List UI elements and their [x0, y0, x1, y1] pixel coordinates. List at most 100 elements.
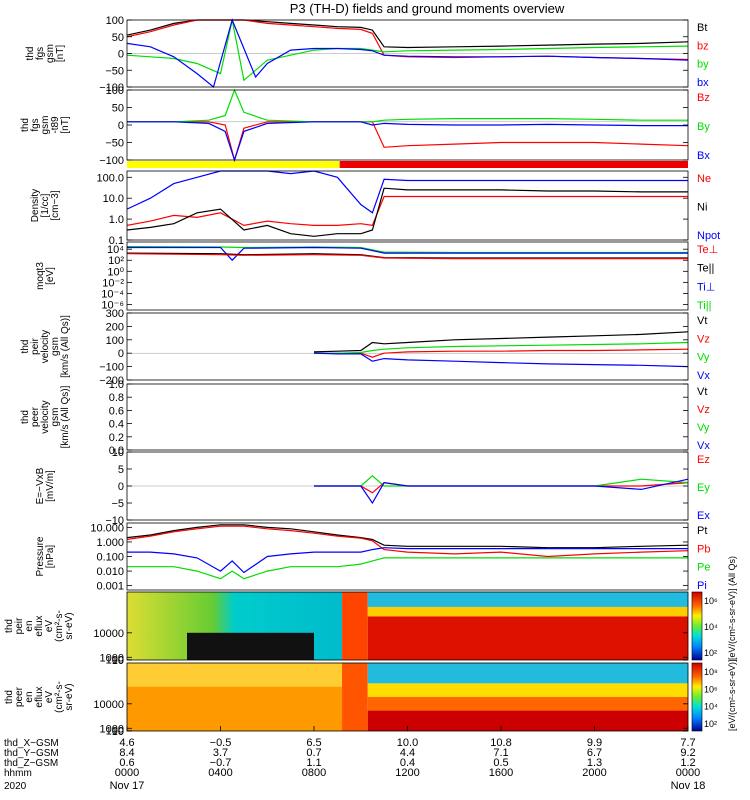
panel-density: 100.0 10.0 1.0 0.1 Density [1/cc] [cm−3] Ne Ni Np…: [30, 170, 720, 247]
y-axis-label: [mV/m]: [45, 470, 56, 502]
spectrogram-band-low: [367, 710, 688, 731]
y-tick-label: −100: [99, 362, 124, 374]
series-line-Pb: [126, 525, 689, 558]
y-tick-label: 10.0: [103, 193, 124, 205]
series-line-Pe: [127, 557, 688, 580]
x-row-label: hhmm: [4, 768, 32, 779]
panel-peer_velocity: 1.00.80.6 0.40.20.0 thd peer velocity gsm [km/…: [20, 379, 710, 457]
y-axis-label: thd: [20, 340, 31, 354]
y-axis-label: eflux: [34, 686, 45, 707]
legend-entry: by: [697, 59, 709, 71]
legend-entry: Ey: [697, 482, 710, 494]
y-tick-label: −10: [105, 515, 124, 527]
y-axis-label: gsm: [50, 408, 61, 427]
legend-entry: Ni: [697, 202, 707, 214]
y-axis-label: fgs: [30, 118, 41, 131]
y-axis-label: sr-eV): [64, 612, 75, 639]
colorbar-label: [eV/(cm²-s-sr-eV)]: [727, 660, 737, 732]
y-axis-label: thd: [20, 410, 31, 424]
y-axis-label: velocity: [40, 330, 51, 363]
y-axis-label: [cm−3]: [50, 190, 61, 221]
y-tick-label: 1.0: [109, 379, 124, 391]
legend-entry: Bz: [697, 92, 710, 104]
y-tick-label: 300: [106, 308, 124, 320]
legend-entry: Vz: [697, 333, 710, 345]
y-tick-label: 0.001: [96, 581, 124, 593]
y-axis-label: [nT]: [60, 116, 71, 133]
legend-entry: Ti⊥: [697, 281, 715, 293]
y-axis-label: peir: [14, 617, 25, 634]
legend-entry: Vy: [697, 422, 710, 434]
panel-frame: [126, 312, 689, 381]
y-axis-label: gsm: [40, 116, 51, 135]
y-axis-label: sr-eV): [64, 683, 75, 710]
panel-fgs_gsm_t89: 100 50 0 −50 −100 thd fgs gsm -t89 [nT] Bz By Bx: [20, 85, 710, 167]
legend-entry: bx: [697, 77, 709, 89]
series-line-Ez: [314, 481, 689, 494]
y-tick-label: 1.000: [96, 537, 124, 549]
y-tick-label: 0.4: [109, 419, 124, 431]
y-axis-label: Density: [30, 189, 41, 222]
y-tick-label: 10⁻⁶: [101, 299, 124, 311]
legend-entry: Vx: [697, 370, 710, 382]
y-axis-label: (cm²-s-: [54, 681, 65, 713]
legend-entry: Ez: [697, 454, 710, 466]
y-axis-label: [1/cc]: [40, 193, 51, 217]
x-tick-label: 0.7: [306, 747, 321, 759]
colorbar: [691, 662, 703, 732]
x-tick-label: 9.9: [587, 737, 602, 749]
y-axis-label: en: [24, 691, 35, 702]
legend-entry: Pt: [697, 525, 707, 537]
x-tick-label: 6.5: [306, 737, 321, 749]
y-tick-label: 1000: [100, 652, 124, 664]
y-axis-label: eflux: [34, 615, 45, 636]
panel-frame: [126, 241, 689, 311]
x-tick-label: 0000: [115, 767, 139, 779]
legend-entry: Ex: [697, 510, 710, 522]
x-tick-label: 10.0: [397, 737, 418, 749]
series-line-Vt: [313, 331, 689, 353]
x-start-date: Nov 17: [110, 780, 145, 792]
x-tick-label: 0800: [302, 767, 326, 779]
x-tick-label: 1.3: [587, 757, 602, 769]
y-tick-label: 0.1: [109, 235, 124, 247]
y-axis-label: (cm²-s-: [54, 610, 65, 642]
y-axis-label: fgs: [35, 47, 46, 60]
y-tick-label: 100: [106, 726, 124, 738]
x-tick-label: 2000: [582, 767, 606, 779]
y-axis-label: -t89: [50, 116, 61, 134]
y-axis-label: peir: [30, 337, 41, 354]
colorbar-tick-label: 10⁶: [704, 596, 718, 606]
y-axis-label: thd: [4, 690, 15, 704]
colorbar-tick-label: 10⁴: [704, 702, 718, 712]
y-tick-label: 0: [118, 348, 124, 360]
spectrogram-band-low: [367, 616, 688, 660]
y-tick-label: 50: [112, 32, 124, 44]
colorbar-tick-label: 10⁶: [704, 684, 718, 694]
x-tick-label: 0400: [208, 767, 232, 779]
y-tick-label: −200: [99, 375, 124, 387]
series-line-Bz: [127, 121, 689, 163]
y-tick-label: 10⁻²: [102, 277, 124, 289]
x-tick-label: 4.6: [119, 737, 134, 749]
legend-entry: Vz: [697, 404, 710, 416]
legend-entry: Vy: [697, 352, 710, 364]
y-tick-label: 10⁰: [107, 266, 124, 278]
series-line-Ti⊥: [127, 246, 688, 262]
panel-frame: [126, 170, 689, 241]
y-tick-label: 10000: [93, 628, 124, 640]
x-tick-label: 3.7: [213, 747, 228, 759]
x-tick-label: 9.2: [680, 747, 695, 759]
series-line-Ex: [314, 478, 689, 505]
panel-efield: 10 5 0 −5 −10 E=−VxB [mV/m] Ez Ey Ex: [35, 447, 710, 527]
legend-entry: Npot: [697, 230, 720, 242]
panel-pressure: 10.000 1.000 0.100 0.010 0.001 Pressure [nPa] P…: [35, 522, 710, 592]
series-line-Npot: [126, 170, 688, 214]
panel-frame: [126, 522, 689, 591]
x-tick-label: 7.1: [493, 747, 508, 759]
legend-entry: Pb: [697, 543, 710, 555]
spectrogram-band-high: [367, 592, 688, 607]
series-line-Bx: [127, 121, 688, 162]
